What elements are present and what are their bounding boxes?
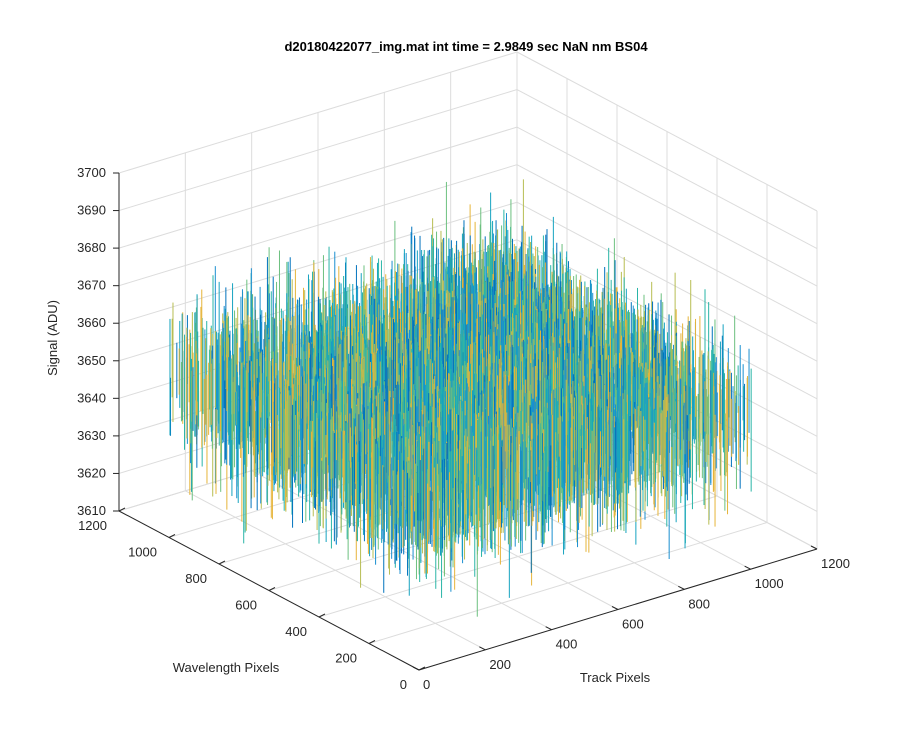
grid-line xyxy=(118,51,518,174)
grid-line xyxy=(318,495,718,618)
grid-line xyxy=(368,522,768,644)
grid-line xyxy=(516,201,818,362)
grid-line xyxy=(516,89,818,250)
grid-line xyxy=(118,164,518,287)
grid-line xyxy=(516,126,818,287)
grid-line xyxy=(118,126,518,249)
grid-line xyxy=(118,201,518,324)
grid-line xyxy=(118,89,518,212)
surface-data xyxy=(169,179,752,617)
grid-line xyxy=(516,164,818,325)
grid-line xyxy=(516,51,818,212)
